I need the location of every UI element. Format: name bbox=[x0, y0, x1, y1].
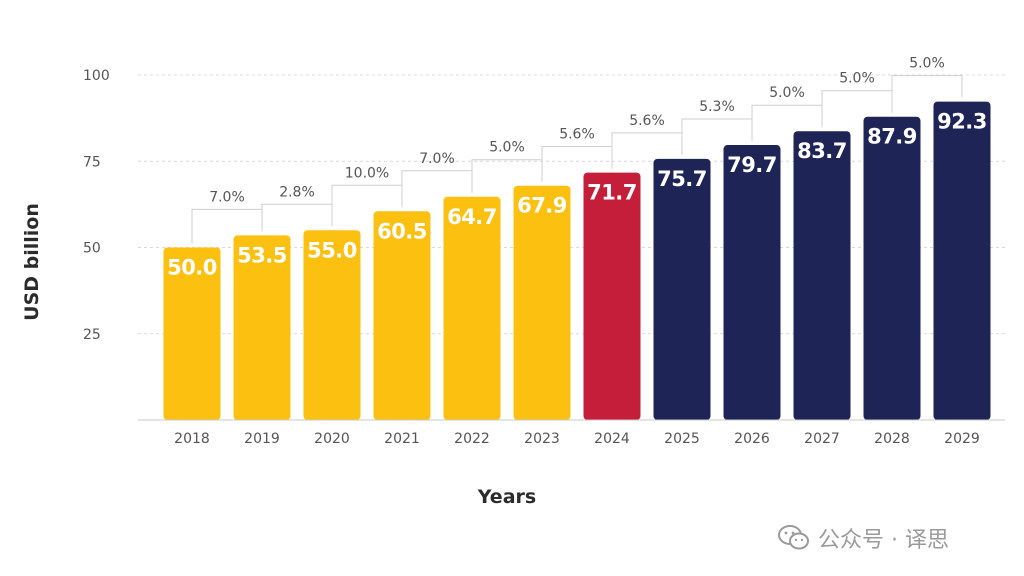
x-tick-label: 2027 bbox=[804, 431, 840, 447]
x-tick-label: 2026 bbox=[734, 431, 770, 447]
x-tick-label: 2024 bbox=[594, 431, 630, 447]
bar-value-label: 87.9 bbox=[867, 125, 917, 149]
bar bbox=[863, 116, 921, 421]
bar-value-label: 60.5 bbox=[377, 219, 427, 243]
growth-connectors: 7.0% 2.8% 10.0% 7.0% 5.0% 5.6% 5.6% 5.3% 5.0% 5.0… bbox=[191, 56, 963, 244]
bar bbox=[723, 145, 781, 420]
bar-value-label: 67.9 bbox=[517, 194, 567, 218]
bar-value-label: 75.7 bbox=[657, 167, 707, 191]
x-tick-label: 2029 bbox=[944, 431, 980, 447]
growth-rate-label: 5.0% bbox=[489, 140, 525, 156]
bar-value-label: 64.7 bbox=[447, 205, 497, 229]
y-axis-ticks: 25 50 75 100 bbox=[83, 68, 110, 343]
x-tick-label: 2021 bbox=[384, 431, 420, 447]
x-tick-label: 2019 bbox=[244, 431, 280, 447]
growth-rate-label: 5.0% bbox=[769, 85, 805, 101]
x-tick-label: 2028 bbox=[874, 431, 910, 447]
x-tick-label: 2022 bbox=[454, 431, 490, 447]
bar bbox=[443, 196, 501, 420]
bar-value-label: 55.0 bbox=[307, 238, 357, 262]
growth-rate-label: 7.0% bbox=[419, 151, 455, 167]
y-tick-label: 100 bbox=[83, 68, 110, 84]
growth-rate-label: 10.0% bbox=[345, 165, 389, 181]
bar-value-label: 83.7 bbox=[797, 139, 847, 163]
bar bbox=[163, 247, 221, 420]
bar bbox=[653, 158, 711, 420]
x-tick-label: 2020 bbox=[314, 431, 350, 447]
growth-rate-label: 5.0% bbox=[909, 56, 945, 72]
x-axis-ticks: 2018 2019 2020 2021 2022 2023 2024 2025 2026 2027… bbox=[174, 431, 980, 447]
y-tick-label: 25 bbox=[83, 327, 101, 343]
wechat-icon bbox=[778, 525, 809, 550]
bar bbox=[233, 235, 291, 420]
growth-rate-label: 5.3% bbox=[699, 99, 735, 115]
bar bbox=[303, 230, 361, 420]
growth-connector bbox=[891, 75, 963, 113]
x-tick-label: 2018 bbox=[174, 431, 210, 447]
growth-rate-label: 5.0% bbox=[839, 71, 875, 87]
watermark: 公众号 · 译思 bbox=[778, 522, 949, 554]
x-tick-label: 2025 bbox=[664, 431, 700, 447]
bars: 50.0 53.5 55.0 60.5 64.7 67.9 71.7 75.7 79.7 83.7… bbox=[163, 101, 991, 421]
bar-value-label: 71.7 bbox=[587, 181, 637, 205]
bar-value-label: 79.7 bbox=[727, 153, 777, 177]
bar bbox=[793, 131, 851, 421]
y-axis-title: USD billion bbox=[21, 203, 43, 321]
watermark-text: 公众号 · 译思 bbox=[818, 528, 949, 553]
bar bbox=[373, 211, 431, 420]
bar bbox=[933, 101, 991, 420]
growth-rate-label: 5.6% bbox=[629, 113, 665, 129]
growth-rate-label: 2.8% bbox=[279, 184, 315, 200]
x-tick-label: 2023 bbox=[524, 431, 560, 447]
growth-connector bbox=[261, 203, 333, 232]
y-tick-label: 50 bbox=[83, 241, 101, 257]
growth-rate-label: 7.0% bbox=[209, 189, 245, 205]
bar bbox=[583, 172, 641, 420]
growth-rate-label: 5.6% bbox=[559, 127, 595, 143]
bar-value-label: 50.0 bbox=[167, 256, 217, 280]
x-axis-title: Years bbox=[477, 486, 536, 508]
bar bbox=[513, 185, 571, 420]
bar-value-label: 92.3 bbox=[937, 110, 987, 134]
y-tick-label: 75 bbox=[83, 154, 101, 170]
bar-value-label: 53.5 bbox=[237, 243, 287, 267]
